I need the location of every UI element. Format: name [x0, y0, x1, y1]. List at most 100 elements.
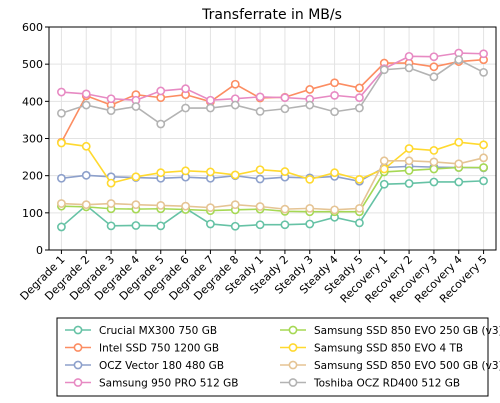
- data-point: [404, 156, 414, 166]
- data-point: [479, 140, 488, 150]
- data-point: [330, 90, 339, 100]
- data-point: [181, 84, 190, 94]
- legend-label: Samsung SSD 850 EVO 4 TB: [314, 343, 463, 355]
- data-point: [81, 170, 91, 180]
- data-point: [206, 103, 215, 113]
- data-point: [355, 218, 364, 228]
- data-point: [255, 174, 265, 184]
- data-point: [81, 200, 91, 210]
- series-7: [57, 153, 488, 215]
- data-point: [305, 174, 315, 184]
- series-lines: [57, 48, 488, 232]
- series-3: [57, 161, 488, 186]
- legend-label: OCZ Vector 180 480 GB: [99, 360, 224, 372]
- data-point: [181, 201, 190, 211]
- data-point: [230, 170, 240, 180]
- y-tick-label: 500: [22, 58, 43, 71]
- legend-item: Samsung SSD 850 EVO 250 GB (v3): [280, 325, 500, 337]
- data-point: [206, 167, 215, 177]
- data-point: [355, 93, 364, 103]
- y-tick-label: 300: [22, 133, 43, 146]
- data-point: [280, 167, 290, 176]
- data-point: [429, 177, 439, 187]
- series-line: [61, 52, 484, 102]
- legend-item: Samsung SSD 850 EVO 4 TB: [280, 343, 463, 355]
- data-point: [355, 174, 364, 184]
- data-point: [454, 177, 464, 187]
- data-point: [131, 102, 141, 111]
- data-point: [255, 106, 265, 116]
- data-point: [255, 92, 265, 102]
- data-point: [57, 222, 66, 232]
- legend-label: Intel SSD 750 1200 GB: [99, 343, 219, 355]
- data-point: [280, 104, 290, 114]
- legend-swatch-marker: [288, 343, 298, 352]
- data-point: [454, 137, 464, 147]
- legend-item: Samsung SSD 850 EVO 500 GB (v3): [280, 360, 500, 372]
- data-point: [429, 164, 439, 174]
- data-point: [57, 138, 66, 148]
- data-point: [106, 106, 116, 116]
- legend-swatch-marker: [288, 325, 298, 335]
- data-point: [81, 141, 91, 151]
- data-point: [404, 166, 414, 175]
- data-point: [230, 200, 240, 210]
- legend: Crucial MX300 750 GB Intel SSD 750 1200 G…: [56, 317, 500, 397]
- data-point: [81, 100, 91, 110]
- data-point: [156, 200, 166, 210]
- data-point: [57, 108, 66, 118]
- legend-label: Toshiba OCZ RD400 512 GB: [313, 378, 460, 390]
- legend-item: Intel SSD 750 1200 GB: [65, 343, 219, 355]
- data-point: [230, 79, 240, 89]
- y-tick-label: 0: [36, 244, 43, 257]
- legend-swatch-marker: [288, 360, 298, 370]
- data-point: [181, 166, 190, 176]
- data-point: [454, 55, 464, 65]
- data-point: [106, 221, 116, 231]
- series-8: [57, 55, 488, 129]
- legend-label: Samsung SSD 850 EVO 250 GB (v3): [314, 325, 500, 337]
- data-point: [255, 165, 265, 175]
- data-point: [181, 103, 190, 113]
- legend-swatch-marker: [73, 343, 83, 352]
- data-point: [379, 65, 389, 75]
- legend-swatch-marker: [288, 378, 298, 387]
- data-point: [131, 221, 141, 230]
- data-point: [156, 86, 166, 96]
- data-point: [106, 178, 116, 188]
- data-point: [379, 156, 389, 166]
- data-point: [131, 200, 141, 210]
- data-point: [156, 168, 166, 178]
- data-point: [330, 205, 339, 215]
- data-point: [206, 95, 215, 105]
- data-point: [305, 219, 315, 229]
- data-point: [429, 72, 439, 82]
- legend-item: OCZ Vector 180 480 GB: [65, 360, 224, 372]
- data-point: [479, 49, 488, 59]
- data-point: [206, 203, 215, 213]
- legend-item: Samsung 950 PRO 512 GB: [65, 378, 238, 390]
- data-point: [131, 172, 141, 182]
- data-point: [479, 67, 488, 77]
- y-tick-label: 400: [22, 95, 43, 108]
- data-point: [230, 100, 240, 110]
- data-point: [404, 179, 414, 188]
- data-point: [305, 100, 315, 110]
- data-point: [106, 94, 116, 104]
- data-point: [429, 52, 439, 62]
- data-point: [479, 176, 488, 186]
- y-tick-label: 200: [22, 170, 43, 183]
- data-point: [57, 173, 66, 183]
- data-point: [206, 219, 215, 229]
- data-point: [156, 221, 166, 231]
- series-line: [61, 58, 484, 125]
- data-point: [156, 119, 166, 129]
- series-line: [61, 166, 484, 213]
- legend-swatch-marker: [73, 378, 83, 387]
- data-point: [355, 203, 364, 213]
- data-point: [454, 159, 464, 169]
- data-point: [305, 85, 315, 94]
- data-point: [106, 199, 116, 208]
